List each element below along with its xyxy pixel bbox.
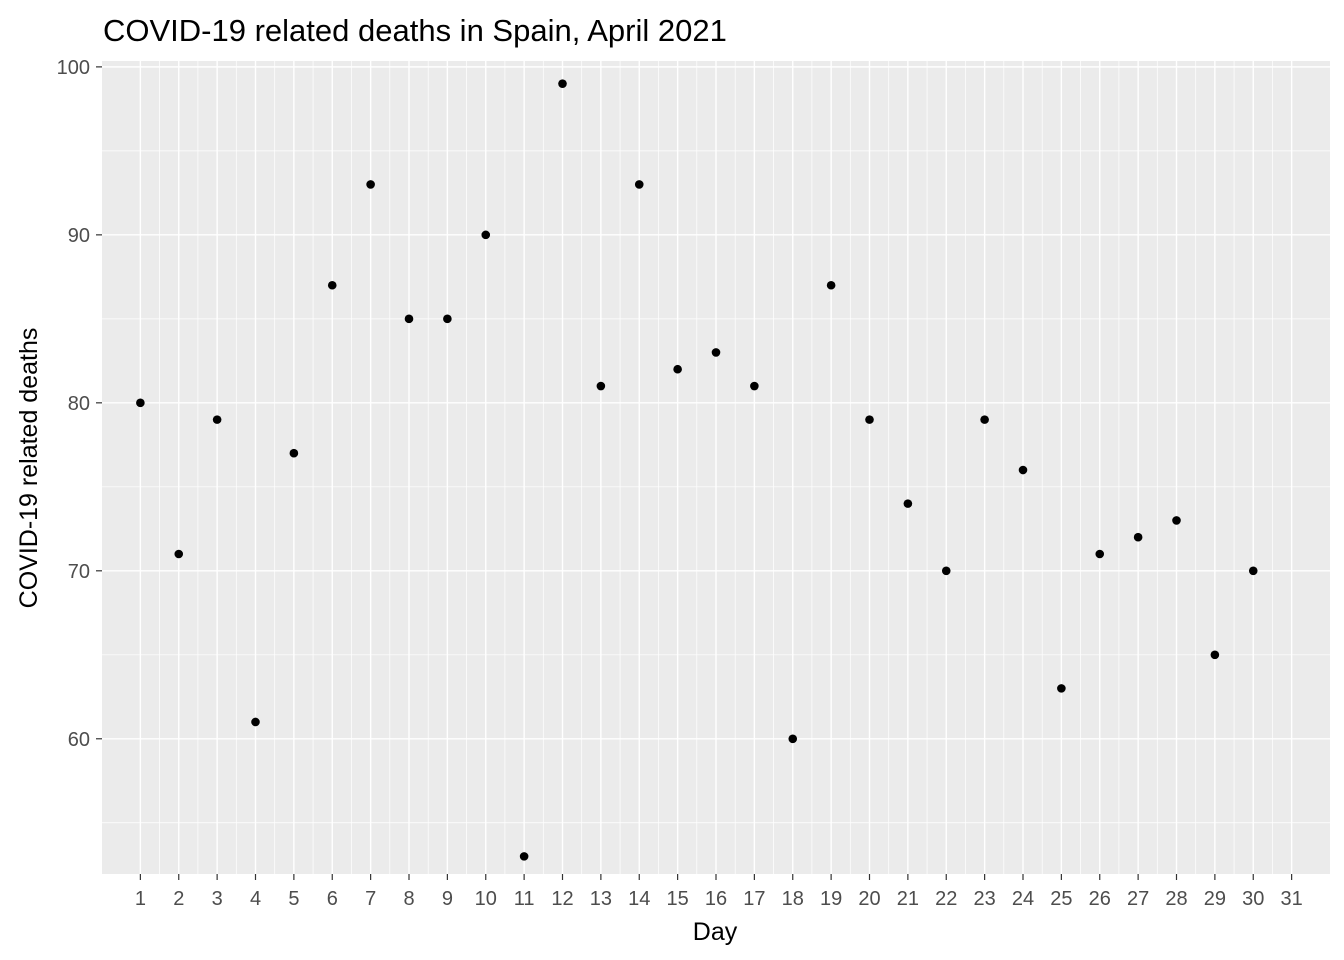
data-point (519, 852, 529, 861)
data-point (865, 415, 874, 424)
major-gridlines (102, 61, 1330, 874)
data-point (1133, 532, 1143, 542)
data-point (404, 314, 414, 324)
data-points (136, 79, 1258, 861)
data-point (634, 180, 644, 189)
data-point (289, 448, 299, 458)
data-point (711, 348, 721, 357)
y-tick-label: 60 (68, 729, 90, 751)
y-tick-label: 70 (68, 561, 90, 583)
x-tick-label: 4 (250, 888, 261, 910)
x-tick-label: 30 (1242, 888, 1264, 910)
x-tick-label: 9 (442, 888, 453, 910)
data-point (443, 314, 452, 324)
x-tick-label: 20 (858, 888, 880, 910)
x-tick-label: 17 (743, 888, 765, 910)
data-point (174, 549, 184, 559)
x-tick-label: 18 (782, 888, 804, 910)
data-point (1172, 516, 1181, 525)
x-tick-label: 1 (135, 888, 146, 910)
y-axis-title: COVID-19 related deaths (15, 328, 43, 609)
x-tick-label: 29 (1204, 888, 1226, 910)
data-point (941, 566, 951, 576)
data-point (788, 734, 798, 744)
y-tick-label: 100 (57, 57, 90, 79)
x-tick-label: 22 (935, 888, 957, 910)
x-tick-label: 7 (365, 888, 376, 910)
x-tick-label: 13 (590, 888, 612, 910)
x-tick-label: 28 (1165, 888, 1187, 910)
x-tick-label: 2 (173, 888, 184, 910)
y-axis: 60 70 80 90 100 (57, 57, 102, 751)
x-tick-label: 26 (1089, 888, 1111, 910)
data-point (366, 180, 375, 189)
x-tick-label: 5 (288, 888, 299, 910)
data-point (1057, 684, 1066, 693)
chart-title: COVID-19 related deaths in Spain, April … (103, 13, 727, 48)
x-tick-label: 10 (475, 888, 497, 910)
data-point (673, 364, 682, 374)
data-point (1210, 650, 1220, 660)
data-point (596, 381, 606, 391)
x-tick-label: 8 (403, 888, 414, 910)
x-tick-label: 21 (897, 888, 919, 910)
x-tick-label: 3 (212, 888, 223, 910)
y-tick-label: 90 (68, 225, 90, 247)
x-axis: 1 2 3 4 5 6 7 8 9 10 11 12 13 14 15 16 17 18 19 20 21 22 23 24 2… (135, 874, 1303, 910)
x-axis-title: Day (693, 918, 738, 946)
x-tick-label: 27 (1127, 888, 1149, 910)
data-point (750, 381, 759, 391)
x-tick-label: 6 (327, 888, 338, 910)
x-tick-label: 15 (667, 888, 689, 910)
x-tick-label: 12 (551, 888, 573, 910)
data-point (1248, 566, 1258, 576)
data-point (826, 280, 836, 290)
x-tick-label: 25 (1050, 888, 1072, 910)
data-point (980, 415, 989, 424)
data-point (1095, 549, 1105, 559)
data-point (1018, 465, 1028, 475)
x-tick-label: 14 (628, 888, 650, 910)
x-tick-label: 16 (705, 888, 727, 910)
x-tick-label: 11 (514, 888, 535, 910)
data-point (481, 230, 491, 240)
x-tick-label: 19 (820, 888, 842, 910)
data-point (903, 499, 913, 508)
data-point (136, 398, 145, 408)
data-point (558, 79, 567, 88)
data-point (251, 717, 260, 727)
data-point (212, 415, 222, 424)
x-tick-label: 24 (1012, 888, 1034, 910)
x-tick-label: 23 (974, 888, 996, 910)
data-point (327, 280, 337, 290)
x-tick-label: 31 (1281, 888, 1303, 910)
y-tick-label: 80 (68, 393, 90, 415)
